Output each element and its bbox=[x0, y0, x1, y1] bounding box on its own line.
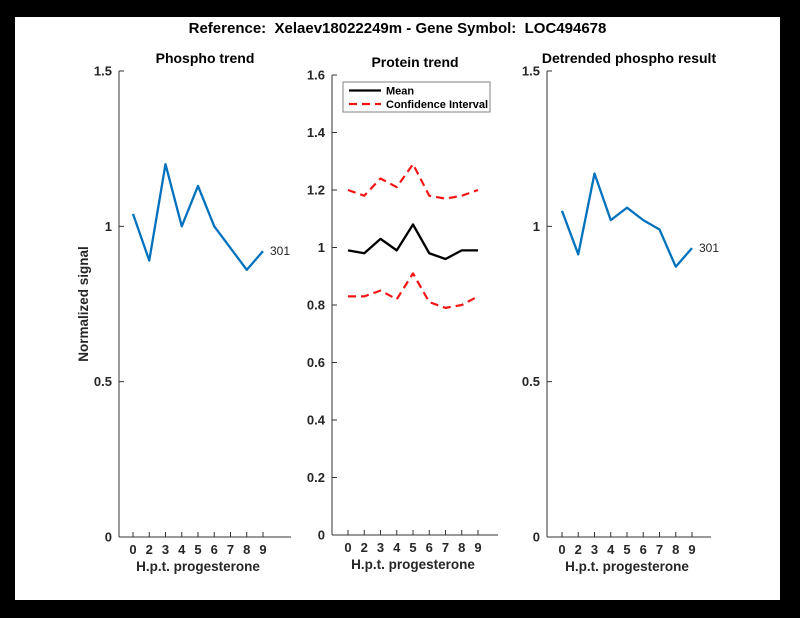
x-tick-label: 7 bbox=[656, 542, 663, 557]
y-axis-label: Normalized signal bbox=[76, 246, 91, 362]
y-tick-label: 1 bbox=[318, 240, 325, 255]
x-tick-label: 7 bbox=[227, 542, 234, 557]
ci-upper-line bbox=[347, 163, 479, 200]
y-tick-label: 0.5 bbox=[522, 374, 540, 389]
legend-box bbox=[342, 81, 491, 113]
detrended-phospho-line bbox=[560, 172, 693, 268]
subplot-title: Detrended phospho result bbox=[542, 50, 717, 66]
mean-line bbox=[347, 223, 478, 261]
x-tick-label: 6 bbox=[640, 542, 647, 557]
x-tick-label: 3 bbox=[377, 540, 384, 555]
ci-lower-line bbox=[348, 272, 479, 309]
y-tick-label: 0.8 bbox=[307, 298, 325, 313]
y-tick-label: 0.4 bbox=[307, 413, 326, 428]
x-tick-label: 2 bbox=[575, 542, 582, 557]
x-axis-label: H.p.t. progesterone bbox=[351, 557, 475, 572]
legend-label: Mean bbox=[386, 86, 414, 98]
y-tick-label: 1 bbox=[533, 219, 540, 234]
subplot-title: Phospho trend bbox=[156, 50, 255, 66]
legend-label: Confidence Interval bbox=[386, 99, 488, 111]
y-tick-label: 0 bbox=[105, 530, 112, 545]
y-tick-label: 1.2 bbox=[307, 183, 325, 198]
subplot-title: Protein trend bbox=[371, 54, 458, 70]
series-end-label: 301 bbox=[699, 241, 719, 255]
y-tick-label: 1.6 bbox=[307, 68, 325, 83]
x-tick-label: 4 bbox=[607, 542, 615, 557]
x-tick-label: 4 bbox=[178, 542, 186, 557]
x-tick-label: 5 bbox=[194, 542, 201, 557]
series-end-label: 301 bbox=[270, 244, 290, 258]
x-tick-label: 7 bbox=[442, 540, 449, 555]
y-tick-label: 1.4 bbox=[307, 125, 326, 140]
x-tick-label: 3 bbox=[162, 542, 169, 557]
x-tick-label: 2 bbox=[146, 542, 153, 557]
x-tick-label: 6 bbox=[211, 542, 218, 557]
x-tick-label: 0 bbox=[129, 542, 136, 557]
phospho-signal-line bbox=[131, 163, 264, 271]
x-tick-label: 8 bbox=[458, 540, 465, 555]
x-tick-label: 3 bbox=[591, 542, 598, 557]
x-tick-label: 0 bbox=[558, 542, 565, 557]
y-tick-label: 0.2 bbox=[307, 470, 325, 485]
x-tick-label: 4 bbox=[393, 540, 401, 555]
y-tick-label: 0.6 bbox=[307, 355, 325, 370]
y-tick-label: 1.5 bbox=[522, 64, 540, 79]
x-tick-label: 5 bbox=[623, 542, 630, 557]
x-axis-label: H.p.t. progesterone bbox=[136, 559, 260, 574]
x-tick-label: 8 bbox=[672, 542, 679, 557]
chart-protein-trend: 00.20.40.60.811.21.41.60 2 3 4 5 6 7 8 9Protein … bbox=[307, 54, 498, 572]
y-tick-label: 0 bbox=[318, 528, 325, 543]
x-tick-label: 8 bbox=[243, 542, 250, 557]
figure-canvas bbox=[15, 17, 780, 600]
x-tick-label: 9 bbox=[474, 540, 481, 555]
y-tick-label: 0.5 bbox=[94, 374, 112, 389]
x-tick-label: 9 bbox=[688, 542, 695, 557]
x-tick-label: 6 bbox=[426, 540, 433, 555]
x-tick-label: 5 bbox=[409, 540, 416, 555]
figure-title: Reference: Xelaev18022249m - Gene Symbol… bbox=[188, 20, 607, 37]
x-tick-label: 0 bbox=[344, 540, 351, 555]
x-axis-label: H.p.t. progesterone bbox=[565, 559, 689, 574]
y-tick-label: 0 bbox=[533, 530, 540, 545]
x-tick-label: 9 bbox=[259, 542, 266, 557]
y-tick-label: 1 bbox=[105, 219, 112, 234]
y-tick-label: 1.5 bbox=[94, 64, 112, 79]
x-tick-label: 2 bbox=[361, 540, 368, 555]
